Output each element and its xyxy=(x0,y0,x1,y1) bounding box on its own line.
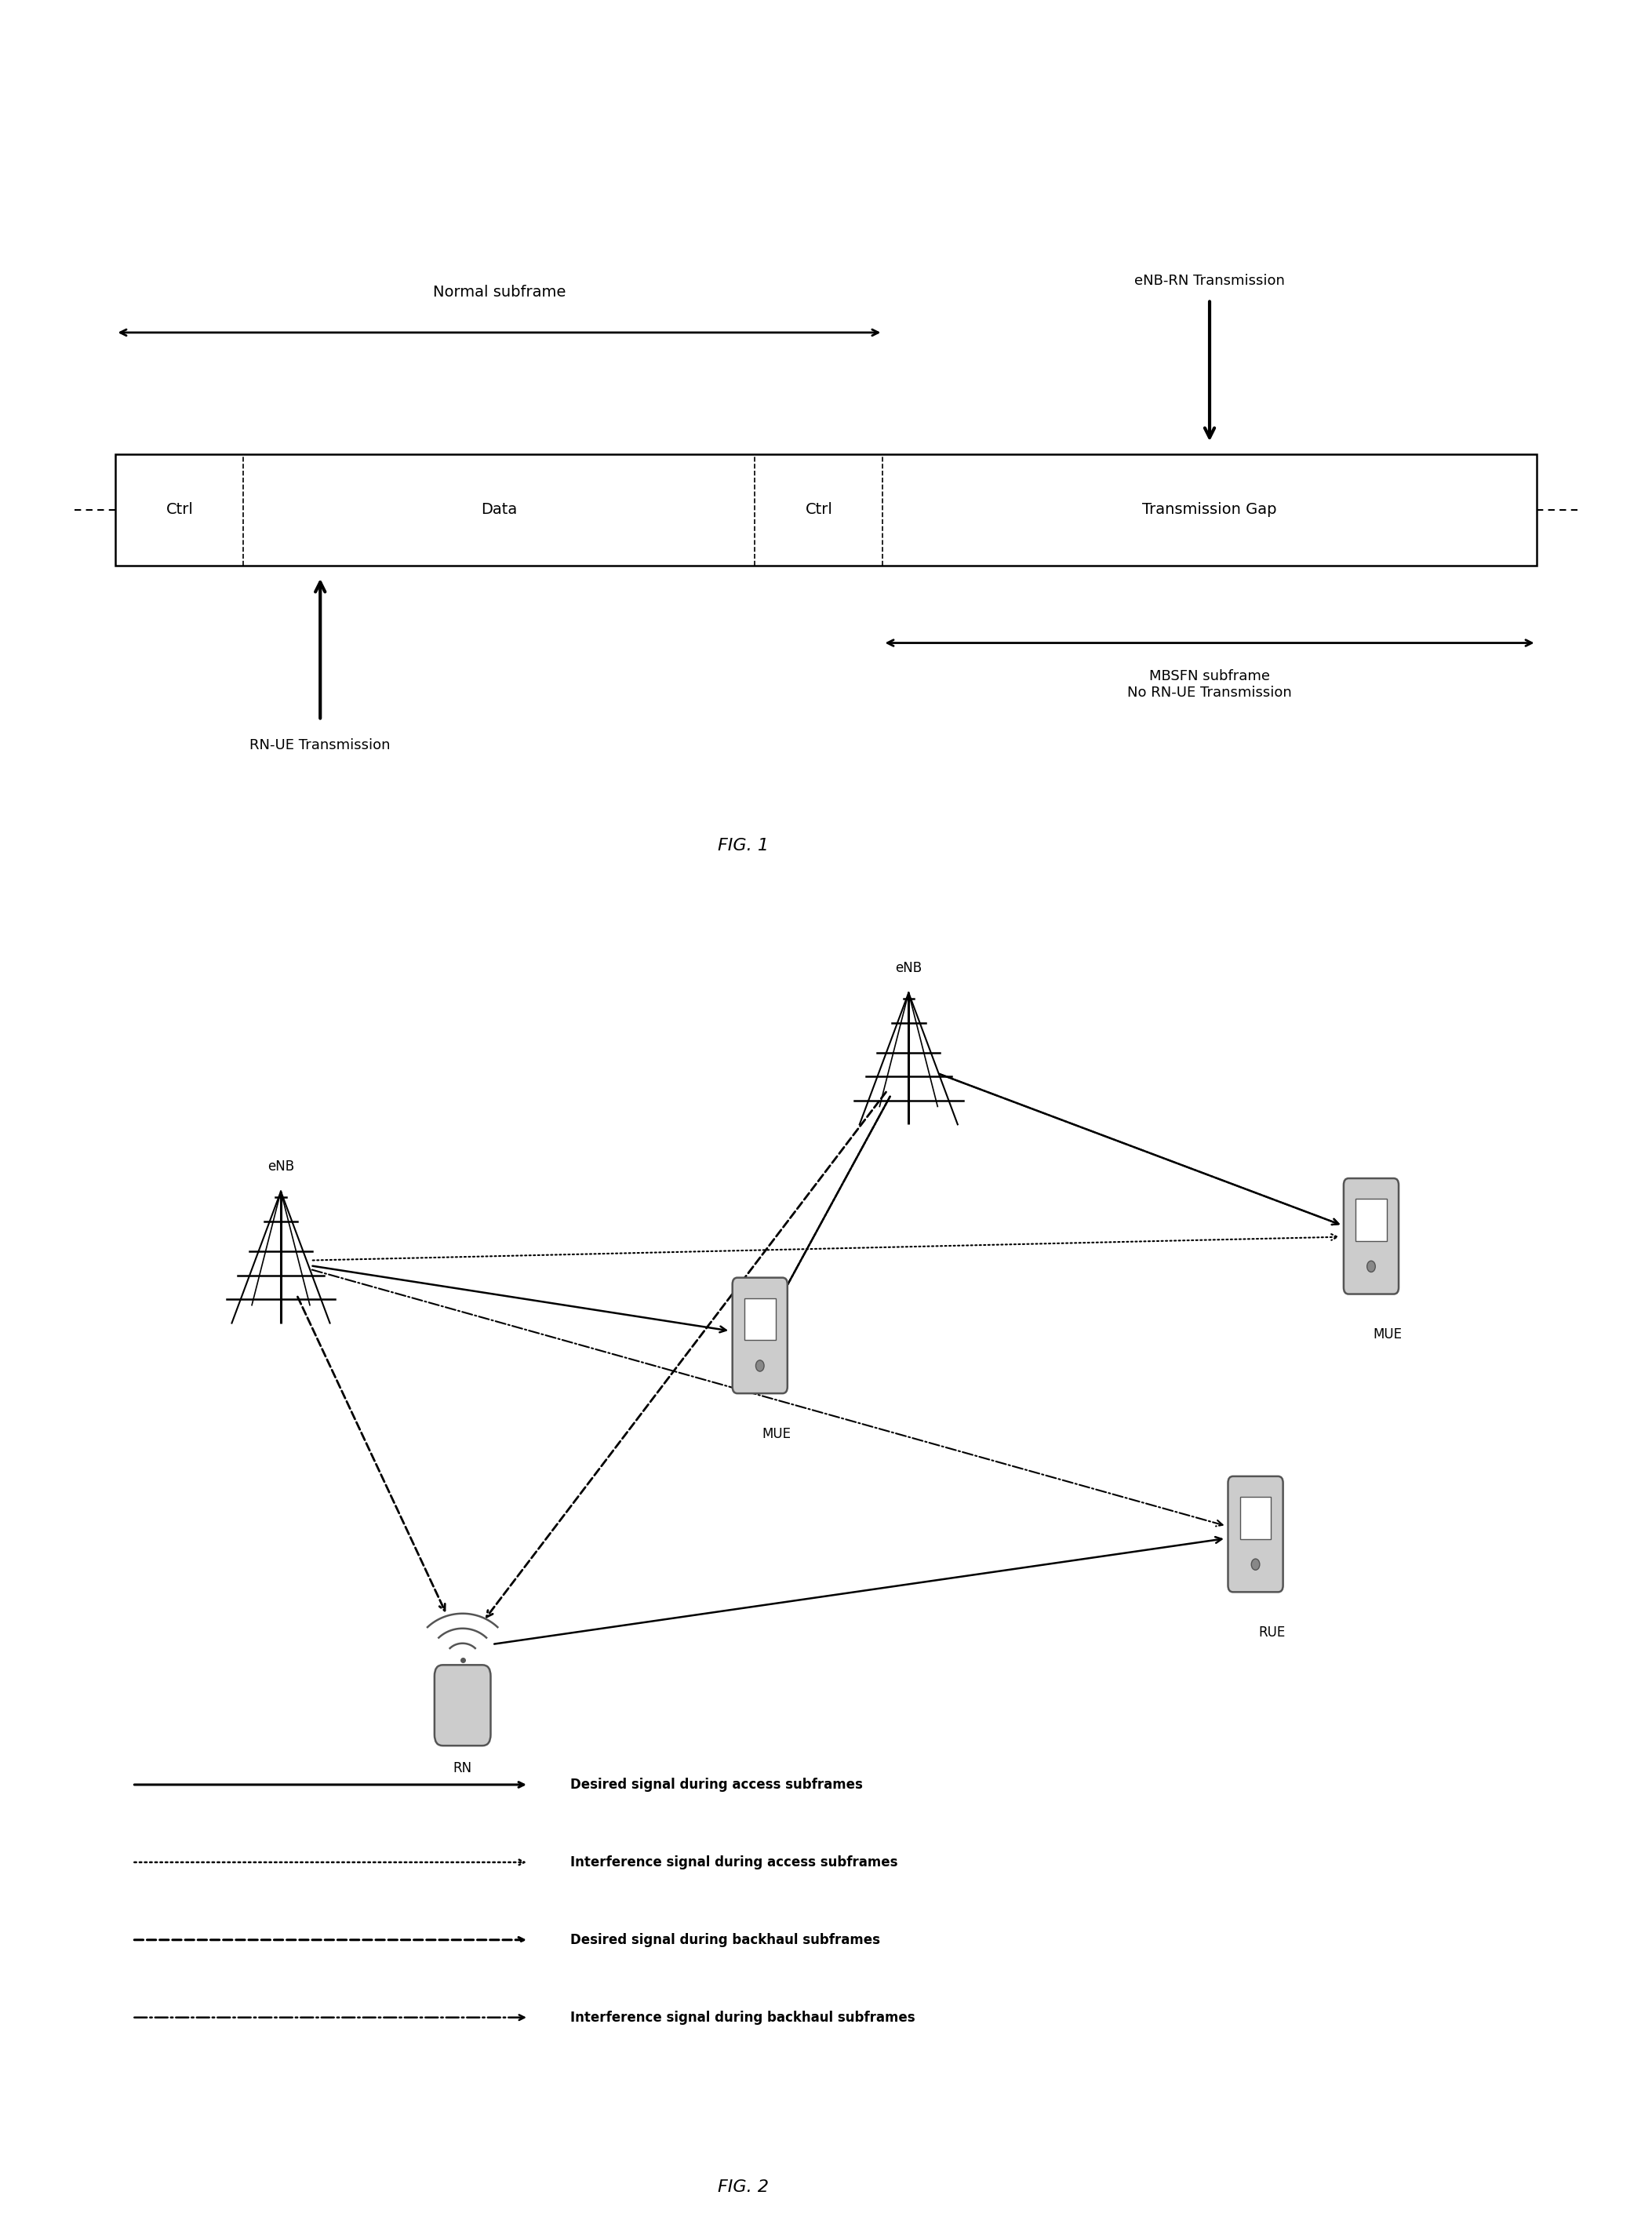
Text: FIG. 1: FIG. 1 xyxy=(719,838,768,854)
Text: RUE: RUE xyxy=(1259,1625,1285,1638)
Text: Transmission Gap: Transmission Gap xyxy=(1142,503,1277,517)
FancyBboxPatch shape xyxy=(1343,1177,1399,1295)
FancyBboxPatch shape xyxy=(1227,1477,1284,1592)
Text: Ctrl: Ctrl xyxy=(805,503,833,517)
FancyBboxPatch shape xyxy=(434,1665,491,1745)
Circle shape xyxy=(1251,1559,1260,1570)
Text: Normal subframe: Normal subframe xyxy=(433,284,565,299)
Text: RN-UE Transmission: RN-UE Transmission xyxy=(249,738,390,752)
Text: Interference signal during access subframes: Interference signal during access subfra… xyxy=(570,1856,897,1869)
Bar xyxy=(116,454,1536,565)
Text: eNB-RN Transmission: eNB-RN Transmission xyxy=(1135,275,1285,288)
Circle shape xyxy=(755,1361,765,1372)
FancyBboxPatch shape xyxy=(732,1277,788,1394)
Text: Data: Data xyxy=(481,503,517,517)
Text: Desired signal during backhaul subframes: Desired signal during backhaul subframes xyxy=(570,1933,881,1947)
Text: FIG. 2: FIG. 2 xyxy=(719,2179,768,2195)
Text: RN: RN xyxy=(453,1760,472,1776)
Text: Interference signal during backhaul subframes: Interference signal during backhaul subf… xyxy=(570,2011,915,2024)
Text: eNB: eNB xyxy=(268,1159,294,1173)
Text: Desired signal during access subframes: Desired signal during access subframes xyxy=(570,1778,862,1791)
Text: Ctrl: Ctrl xyxy=(165,503,193,517)
Circle shape xyxy=(1366,1261,1376,1273)
Text: eNB: eNB xyxy=(895,960,922,975)
Bar xyxy=(1356,1199,1386,1242)
Text: MUE: MUE xyxy=(762,1428,791,1441)
Text: MUE: MUE xyxy=(1373,1328,1403,1341)
Bar xyxy=(745,1299,775,1339)
Bar xyxy=(1241,1496,1270,1539)
Text: MBSFN subframe
No RN-UE Transmission: MBSFN subframe No RN-UE Transmission xyxy=(1127,670,1292,701)
